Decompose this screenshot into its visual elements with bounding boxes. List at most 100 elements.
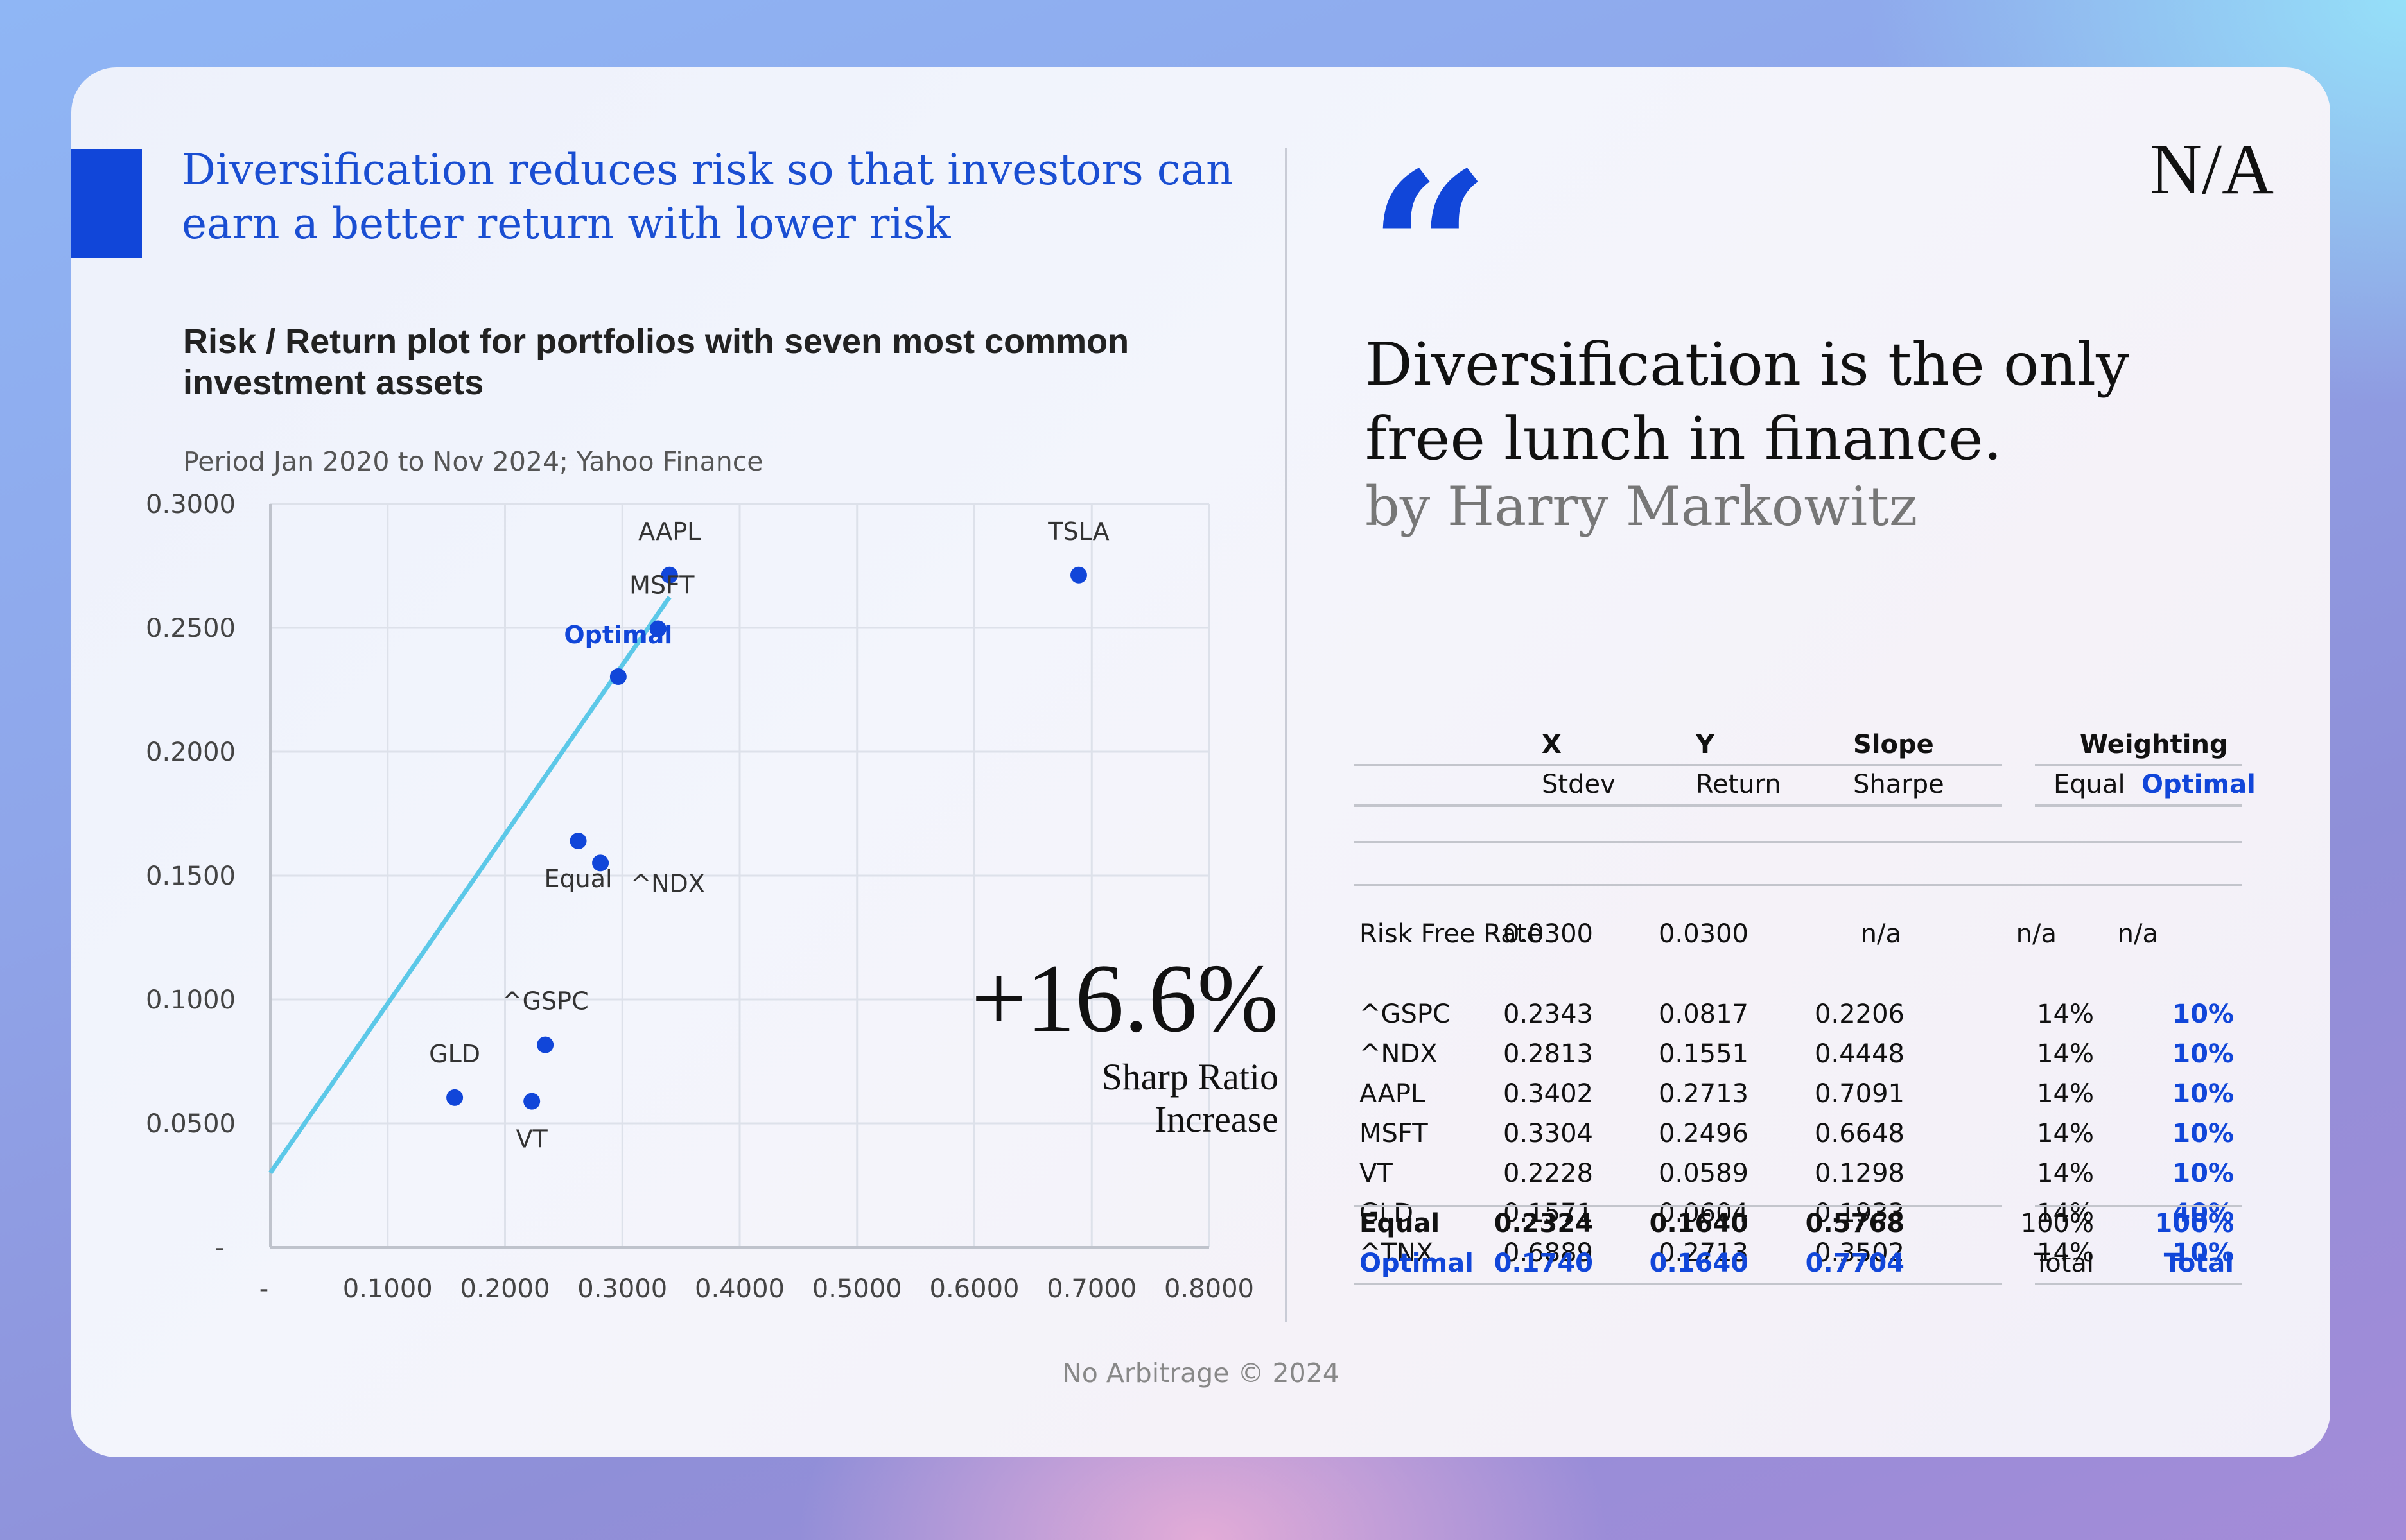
row-gspc-y: 0.0817 [1659,999,1748,1029]
risk-return-chart: - 0.1000 0.2000 0.3000 0.4000 0.5000 0.6000 0.7… [146,490,1254,1304]
point-label: Equal [545,865,613,893]
row-ndx-y: 0.1551 [1659,1039,1748,1069]
row-gspc-equal: 14% [2037,999,2094,1029]
row-equal-x: 0.2324 [1494,1209,1593,1238]
header-equal: Equal [2053,770,2125,799]
vertical-divider [1285,148,1287,1322]
caption-line-1: Sharp Ratio [1101,1056,1278,1098]
header-x: X [1542,730,1562,759]
x-tick-label: 0.6000 [930,1274,1020,1304]
row-equal-name: Equal [1359,1209,1440,1238]
row-msft-y: 0.2496 [1659,1119,1748,1148]
x-tick-label: 0.7000 [1047,1274,1137,1304]
row-gspc-slope: 0.2206 [1815,999,1905,1029]
row-ndx-slope: 0.4448 [1815,1039,1905,1069]
x-tick-label: 0.2000 [460,1274,550,1304]
row-ndx-name: ^NDX [1359,1039,1438,1069]
row-tnx-optimal: 10% [2172,1238,2234,1268]
row-gld-name: GLD [1359,1198,1414,1228]
row-tnx-y: 0.2713 [1659,1238,1748,1268]
header-optimal: Optimal [2141,770,2256,799]
row-gspc-name: ^GSPC [1359,999,1451,1029]
row-ndx-x: 0.2813 [1503,1039,1593,1069]
x-tick-label: 0.5000 [812,1274,902,1304]
row-vt-optimal: 10% [2172,1159,2234,1188]
row-optimal-name: Optimal [1359,1249,1474,1278]
row-ndx-optimal: 10% [2172,1039,2234,1069]
row-optimal-equal: Total [2034,1249,2094,1278]
table-rule [2035,1205,2242,1207]
table-rule [1354,804,2002,807]
row-vt-y: 0.0589 [1659,1159,1748,1188]
row-equal-slope: 0.5768 [1805,1209,1905,1238]
header-return: Return [1696,770,1781,799]
row-optimal-y: 0.1640 [1649,1249,1748,1278]
row-tnx-slope: 0.3502 [1815,1238,1905,1268]
header-y: Y [1696,730,1714,759]
header-slope: Slope [1853,730,1934,759]
quote-text: Diversification is the only free lunch i… [1365,330,2130,473]
row-msft-equal: 14% [2037,1119,2094,1148]
y-tick-label: 0.2500 [146,614,236,643]
point-label: MSFT [629,571,695,600]
sharpe-increase-caption: Sharp Ratio Increase [957,1056,1278,1141]
row-gld-optimal: 40% [2172,1198,2234,1228]
row-optimal-slope: 0.7704 [1805,1249,1905,1278]
data-point-msft [649,620,667,637]
slide-card: Diversification reduces risk so that inv… [71,67,2330,1457]
y-tick-label: - [215,1233,224,1263]
row-aapl-x: 0.3402 [1503,1079,1593,1109]
data-point-equal [570,832,587,849]
row-msft-x: 0.3304 [1503,1119,1593,1148]
quote-mark-icon: “ [1368,126,1490,375]
table-rule [1354,841,2242,843]
x-tick-label: 0.3000 [577,1274,667,1304]
sharpe-increase-value: +16.6% [971,944,1278,1052]
data-point-ndx [592,854,609,872]
row-ndx-equal: 14% [2037,1039,2094,1069]
row-aapl-equal: 14% [2037,1079,2094,1109]
caption-line-2: Increase [1154,1098,1278,1140]
point-label: VT [516,1125,548,1154]
table-rule [2035,764,2242,766]
data-point-gld [446,1089,464,1106]
y-tick-label: 0.2000 [146,738,236,767]
risk-free-slope: n/a [1860,919,1901,949]
row-gld-y: 0.0604 [1659,1198,1748,1228]
capital-market-line [268,596,672,1175]
table-rule [1354,1205,2002,1207]
row-equal-y: 0.1640 [1649,1209,1748,1238]
row-vt-slope: 0.1298 [1815,1159,1905,1188]
risk-free-y: 0.0300 [1659,919,1748,949]
data-point-tsla [1070,566,1087,584]
row-aapl-name: AAPL [1359,1079,1425,1109]
header-stdev: Stdev [1542,770,1616,799]
logo: N/A [2150,130,2274,209]
y-tick-label: 0.1000 [146,985,236,1015]
header-weighting: Weighting [2080,730,2228,759]
row-vt-equal: 14% [2037,1159,2094,1188]
risk-free-optimal: n/a [2117,919,2158,949]
row-tnx-name: ^TNX [1359,1238,1434,1268]
y-tick-label: 0.1500 [146,861,236,891]
data-point-aapl [661,566,678,584]
point-label: Optimal [564,621,672,649]
row-gspc-optimal: 10% [2172,999,2234,1029]
header-sharpe: Sharpe [1853,770,1944,799]
row-gld-slope: 0.1933 [1815,1198,1905,1228]
table-rule [1354,764,2002,766]
data-point-optimal [609,668,627,686]
row-aapl-slope: 0.7091 [1815,1079,1905,1109]
row-msft-name: MSFT [1359,1119,1428,1148]
row-aapl-optimal: 10% [2172,1079,2234,1109]
footer-copyright: No Arbitrage © 2024 [1062,1358,1339,1389]
quote-author: by Harry Markowitz [1365,475,1918,538]
data-point-vt [523,1093,541,1110]
row-gld-equal: 14% [2037,1198,2094,1228]
row-gspc-x: 0.2343 [1503,999,1593,1029]
chart-title: Risk / Return plot for portfolios with s… [183,322,1129,402]
row-gld-x: 0.1571 [1503,1198,1593,1228]
row-equal-equal: 100% [2020,1209,2094,1238]
row-vt-name: VT [1359,1159,1393,1188]
risk-free-equal: n/a [2016,919,2057,949]
